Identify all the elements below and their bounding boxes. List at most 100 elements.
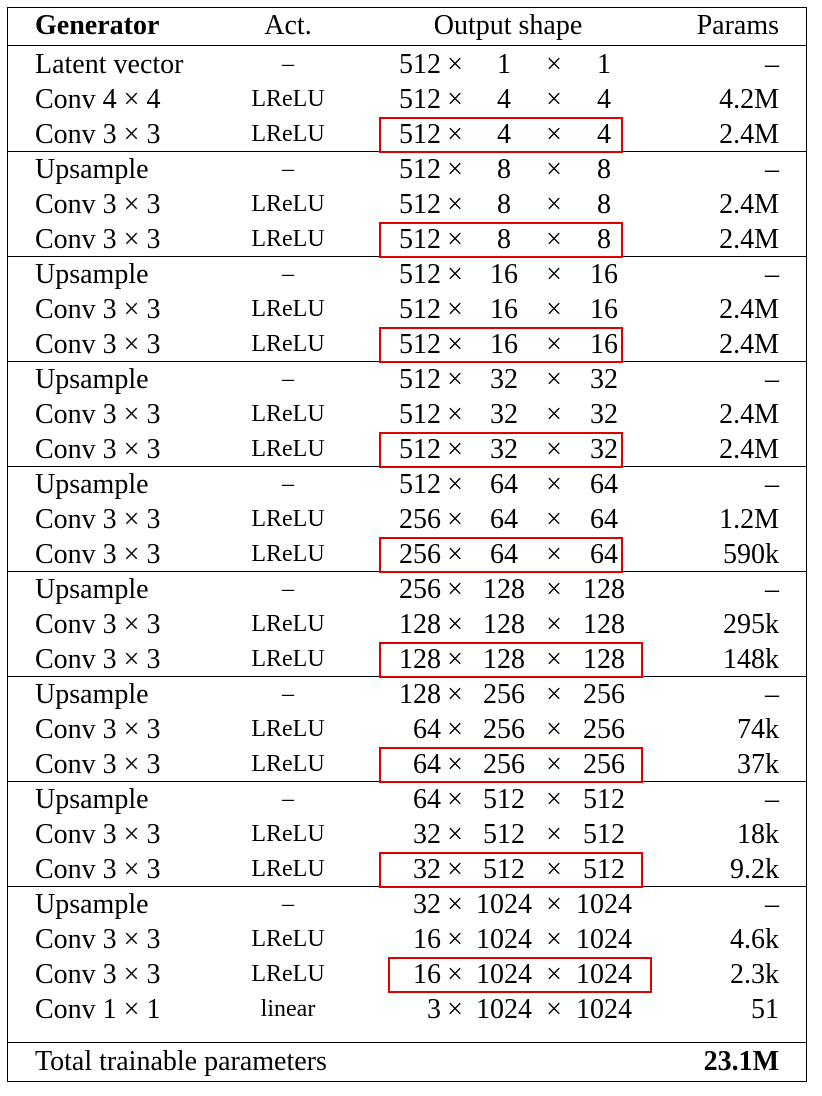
- param-count: 2.4M: [719, 189, 779, 220]
- shape-channels: 3: [427, 994, 441, 1025]
- shape-channels: 512: [399, 329, 441, 360]
- param-count: 74k: [737, 714, 779, 745]
- shape-channels: 512: [399, 294, 441, 325]
- times-sign: ×: [546, 539, 562, 570]
- param-count: –: [765, 679, 779, 710]
- header-act: Act.: [264, 10, 312, 41]
- activation: –: [282, 891, 294, 917]
- shape-width: 128: [583, 574, 625, 605]
- activation: –: [282, 576, 294, 602]
- times-sign: ×: [447, 994, 463, 1025]
- times-sign: ×: [447, 889, 463, 920]
- times-sign: ×: [546, 574, 562, 605]
- activation: –: [282, 51, 294, 77]
- table-row: Conv 3 × 3 LReLU 64 × 256 × 256 74k: [8, 712, 806, 747]
- shape-height: 4: [497, 119, 511, 150]
- times-sign: ×: [546, 924, 562, 955]
- param-count: –: [765, 259, 779, 290]
- shape-width: 16: [590, 294, 618, 325]
- table-row: Upsample –32 × 1024 × 1024–: [8, 887, 806, 922]
- times-sign: ×: [546, 994, 562, 1025]
- layer-name: Latent vector: [35, 49, 184, 80]
- table-row: Conv 3 × 3 LReLU 256 × 64 × 64 590k: [8, 537, 806, 572]
- shape-channels: 512: [399, 224, 441, 255]
- layer-name: Conv 3 × 3: [35, 224, 161, 255]
- activation: –: [282, 261, 294, 287]
- times-sign: ×: [447, 749, 463, 780]
- activation: LReLU: [251, 506, 325, 532]
- table-row: Conv 3 × 3 LReLU 32 × 512 × 512 9.2k: [8, 852, 806, 887]
- layer-name: Conv 1 × 1: [35, 994, 161, 1025]
- shape-width: 64: [590, 539, 618, 570]
- param-count: 2.4M: [719, 329, 779, 360]
- layer-name: Conv 3 × 3: [35, 189, 161, 220]
- table-row: Conv 3 × 3 LReLU 64 × 256 × 256 37k: [8, 747, 806, 782]
- table-row: Conv 4 × 4 LReLU 512 × 4 × 4 4.2M: [8, 82, 806, 117]
- times-sign: ×: [546, 854, 562, 885]
- shape-height: 16: [490, 294, 518, 325]
- times-sign: ×: [546, 749, 562, 780]
- table-row: Upsample –512 × 32 × 32–: [8, 362, 806, 397]
- times-sign: ×: [546, 714, 562, 745]
- shape-width: 32: [590, 364, 618, 395]
- activation: LReLU: [251, 716, 325, 742]
- times-sign: ×: [546, 644, 562, 675]
- shape-height: 256: [483, 749, 525, 780]
- shape-height: 256: [483, 679, 525, 710]
- activation: LReLU: [251, 961, 325, 987]
- param-count: 4.2M: [719, 84, 779, 115]
- times-sign: ×: [546, 224, 562, 255]
- header-rule: [8, 45, 806, 46]
- times-sign: ×: [447, 399, 463, 430]
- layer-name: Upsample: [35, 469, 149, 500]
- shape-height: 512: [483, 854, 525, 885]
- shape-width: 8: [597, 189, 611, 220]
- shape-width: 1024: [576, 959, 632, 990]
- shape-width: 128: [583, 644, 625, 675]
- times-sign: ×: [447, 504, 463, 535]
- shape-width: 32: [590, 399, 618, 430]
- times-sign: ×: [447, 854, 463, 885]
- output-shape-highlight: [379, 327, 623, 363]
- shape-width: 64: [590, 504, 618, 535]
- activation: LReLU: [251, 296, 325, 322]
- table-row: Conv 3 × 3 LReLU 512 × 8 × 8 2.4M: [8, 222, 806, 257]
- shape-channels: 64: [413, 749, 441, 780]
- shape-width: 512: [583, 784, 625, 815]
- times-sign: ×: [546, 504, 562, 535]
- shape-height: 1024: [476, 889, 532, 920]
- times-sign: ×: [447, 224, 463, 255]
- layer-name: Upsample: [35, 784, 149, 815]
- param-count: 2.4M: [719, 434, 779, 465]
- shape-channels: 128: [399, 609, 441, 640]
- shape-width: 256: [583, 679, 625, 710]
- param-count: 18k: [737, 819, 779, 850]
- header-output-shape: Output shape: [433, 10, 583, 41]
- param-count: 9.2k: [730, 854, 779, 885]
- output-shape-highlight: [379, 432, 623, 468]
- times-sign: ×: [546, 189, 562, 220]
- param-count: 148k: [723, 644, 779, 675]
- footer-row: Total trainable parameters 23.1M: [8, 1044, 806, 1079]
- shape-channels: 32: [413, 854, 441, 885]
- activation: –: [282, 471, 294, 497]
- shape-channels: 512: [399, 399, 441, 430]
- layer-name: Conv 3 × 3: [35, 399, 161, 430]
- table-row: Conv 3 × 3 LReLU 512 × 16 × 16 2.4M: [8, 327, 806, 362]
- times-sign: ×: [447, 49, 463, 80]
- activation: LReLU: [251, 191, 325, 217]
- table-row: Conv 3 × 3 LReLU 128 × 128 × 128 295k: [8, 607, 806, 642]
- shape-channels: 64: [413, 784, 441, 815]
- table-row: Conv 3 × 3 LReLU 256 × 64 × 64 1.2M: [8, 502, 806, 537]
- layer-name: Upsample: [35, 259, 149, 290]
- shape-height: 8: [497, 189, 511, 220]
- table-row: Conv 3 × 3 LReLU 512 × 16 × 16 2.4M: [8, 292, 806, 327]
- param-count: 2.4M: [719, 224, 779, 255]
- footer-rule: [8, 1042, 806, 1043]
- output-shape-highlight: [379, 852, 643, 888]
- table-row: Latent vector –512 × 1 × 1–: [8, 47, 806, 82]
- activation: LReLU: [251, 436, 325, 462]
- table-row: Upsample –512 × 8 × 8–: [8, 152, 806, 187]
- param-count: 295k: [723, 609, 779, 640]
- times-sign: ×: [546, 959, 562, 990]
